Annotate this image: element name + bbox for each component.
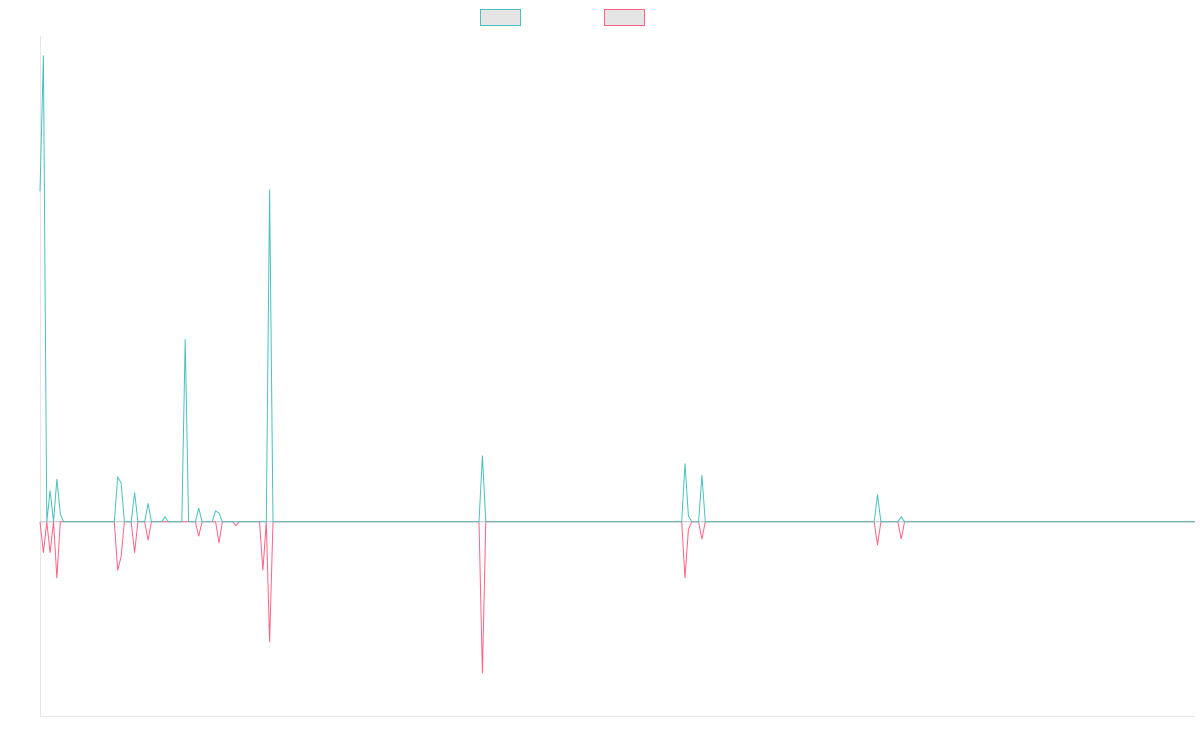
series-1 [39, 55, 1195, 523]
series-2 [39, 521, 1195, 674]
series-2-line[interactable] [39, 521, 1195, 674]
legend-swatch-series-1 [480, 9, 521, 26]
legend-swatch-series-2 [604, 9, 645, 26]
legend [480, 9, 645, 26]
legend-item-series-2[interactable] [604, 9, 645, 26]
series-1-line[interactable] [39, 55, 1195, 523]
series-layer [39, 55, 1195, 674]
legend-item-series-1[interactable] [480, 9, 521, 26]
plot-area [39, 36, 1195, 717]
